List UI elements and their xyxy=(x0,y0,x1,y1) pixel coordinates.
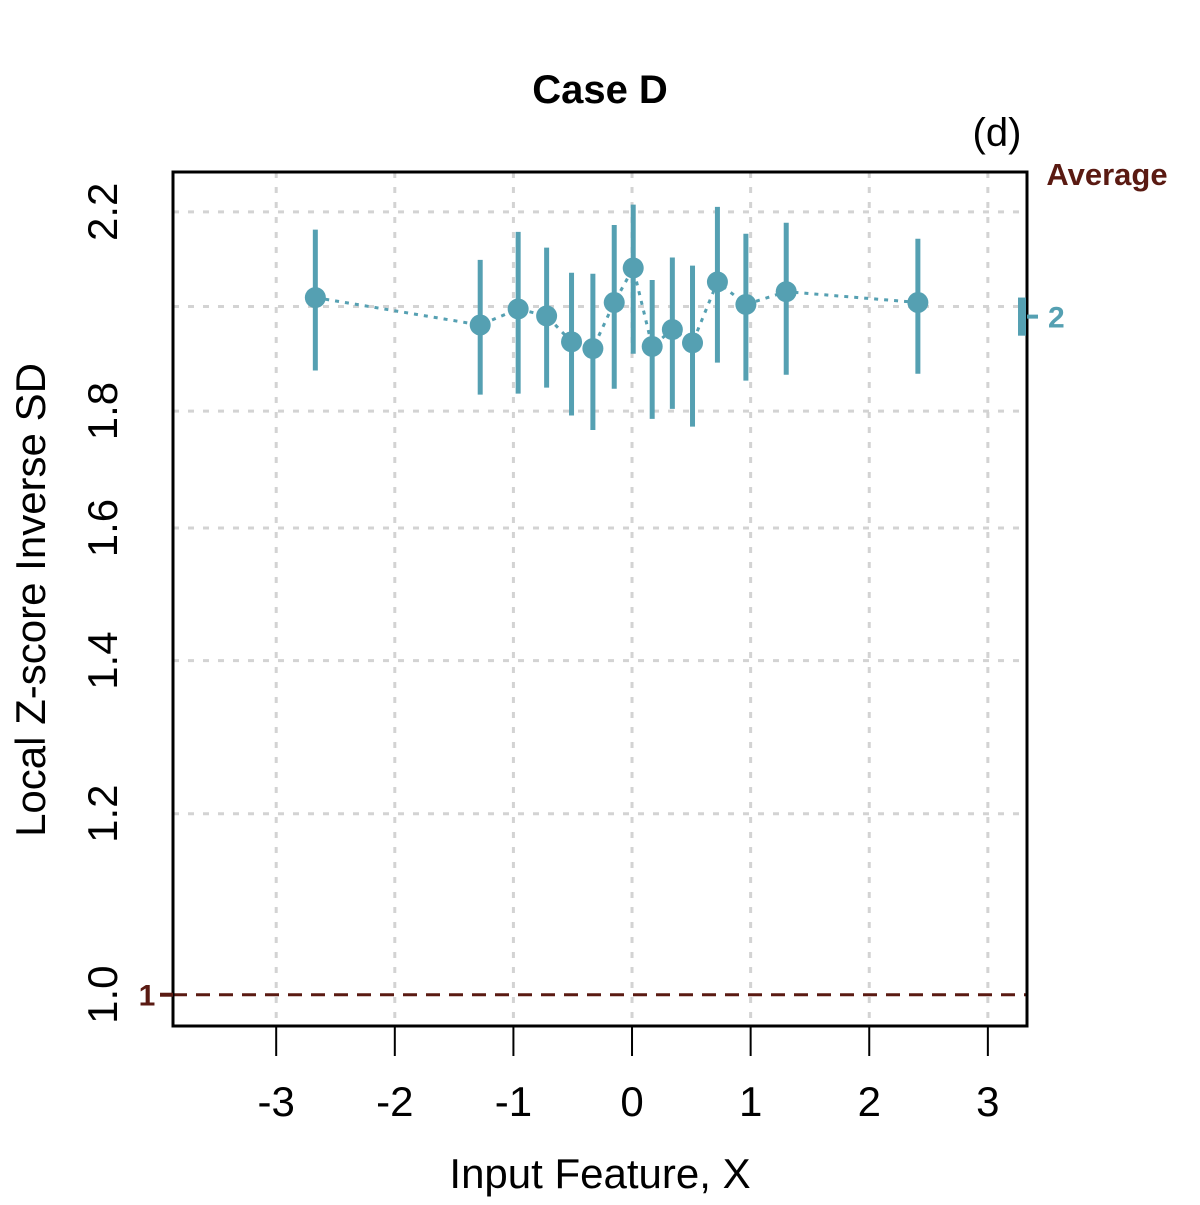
y-tick-label: 1.6 xyxy=(79,499,126,557)
x-axis: -3 -2 -1 0 1 2 3 xyxy=(258,1026,1000,1125)
y-tick-label: 1.8 xyxy=(79,382,126,440)
y-axis: 1.0 1.2 1.4 1.6 1.8 2.2 xyxy=(79,183,126,1024)
reference-label: 1 xyxy=(139,980,156,1013)
data-point xyxy=(775,281,797,303)
data-point xyxy=(536,305,558,327)
average-title: Average xyxy=(1046,157,1167,192)
data-points xyxy=(304,204,929,431)
y-tick-label: 1.2 xyxy=(79,784,126,842)
x-axis-label: Input Feature, X xyxy=(449,1150,750,1197)
plot-frame xyxy=(171,170,1029,1028)
x-tick-label: -2 xyxy=(376,1078,413,1125)
average-bar xyxy=(1018,297,1026,336)
data-point xyxy=(582,338,604,360)
data-point xyxy=(735,293,757,315)
y-axis-label: Local Z-score Inverse SD xyxy=(7,363,54,837)
data-point xyxy=(622,257,644,279)
data-point xyxy=(641,335,663,357)
y-tick-label: 1.4 xyxy=(79,631,126,689)
average-label: 2 xyxy=(1048,302,1065,335)
x-tick-label: 0 xyxy=(620,1078,643,1125)
data-point xyxy=(304,287,326,309)
x-tick-label: 2 xyxy=(858,1078,881,1125)
data-point xyxy=(706,271,728,293)
chart-title: Case D xyxy=(532,68,668,112)
panel-label: (d) xyxy=(973,111,1022,155)
data-point xyxy=(507,298,529,320)
data-point xyxy=(469,314,491,336)
x-tick-label: -3 xyxy=(258,1078,295,1125)
x-tick-label: 1 xyxy=(739,1078,762,1125)
y-tick-label: 1.0 xyxy=(79,966,126,1024)
y-tick-label: 2.2 xyxy=(79,183,126,241)
data-point xyxy=(603,291,625,313)
data-point xyxy=(907,291,929,313)
data-point xyxy=(661,319,683,341)
data-point xyxy=(682,332,704,354)
x-tick-label: -1 xyxy=(495,1078,532,1125)
grid xyxy=(173,172,1027,1026)
x-tick-label: 3 xyxy=(976,1078,999,1125)
data-point xyxy=(561,331,583,353)
